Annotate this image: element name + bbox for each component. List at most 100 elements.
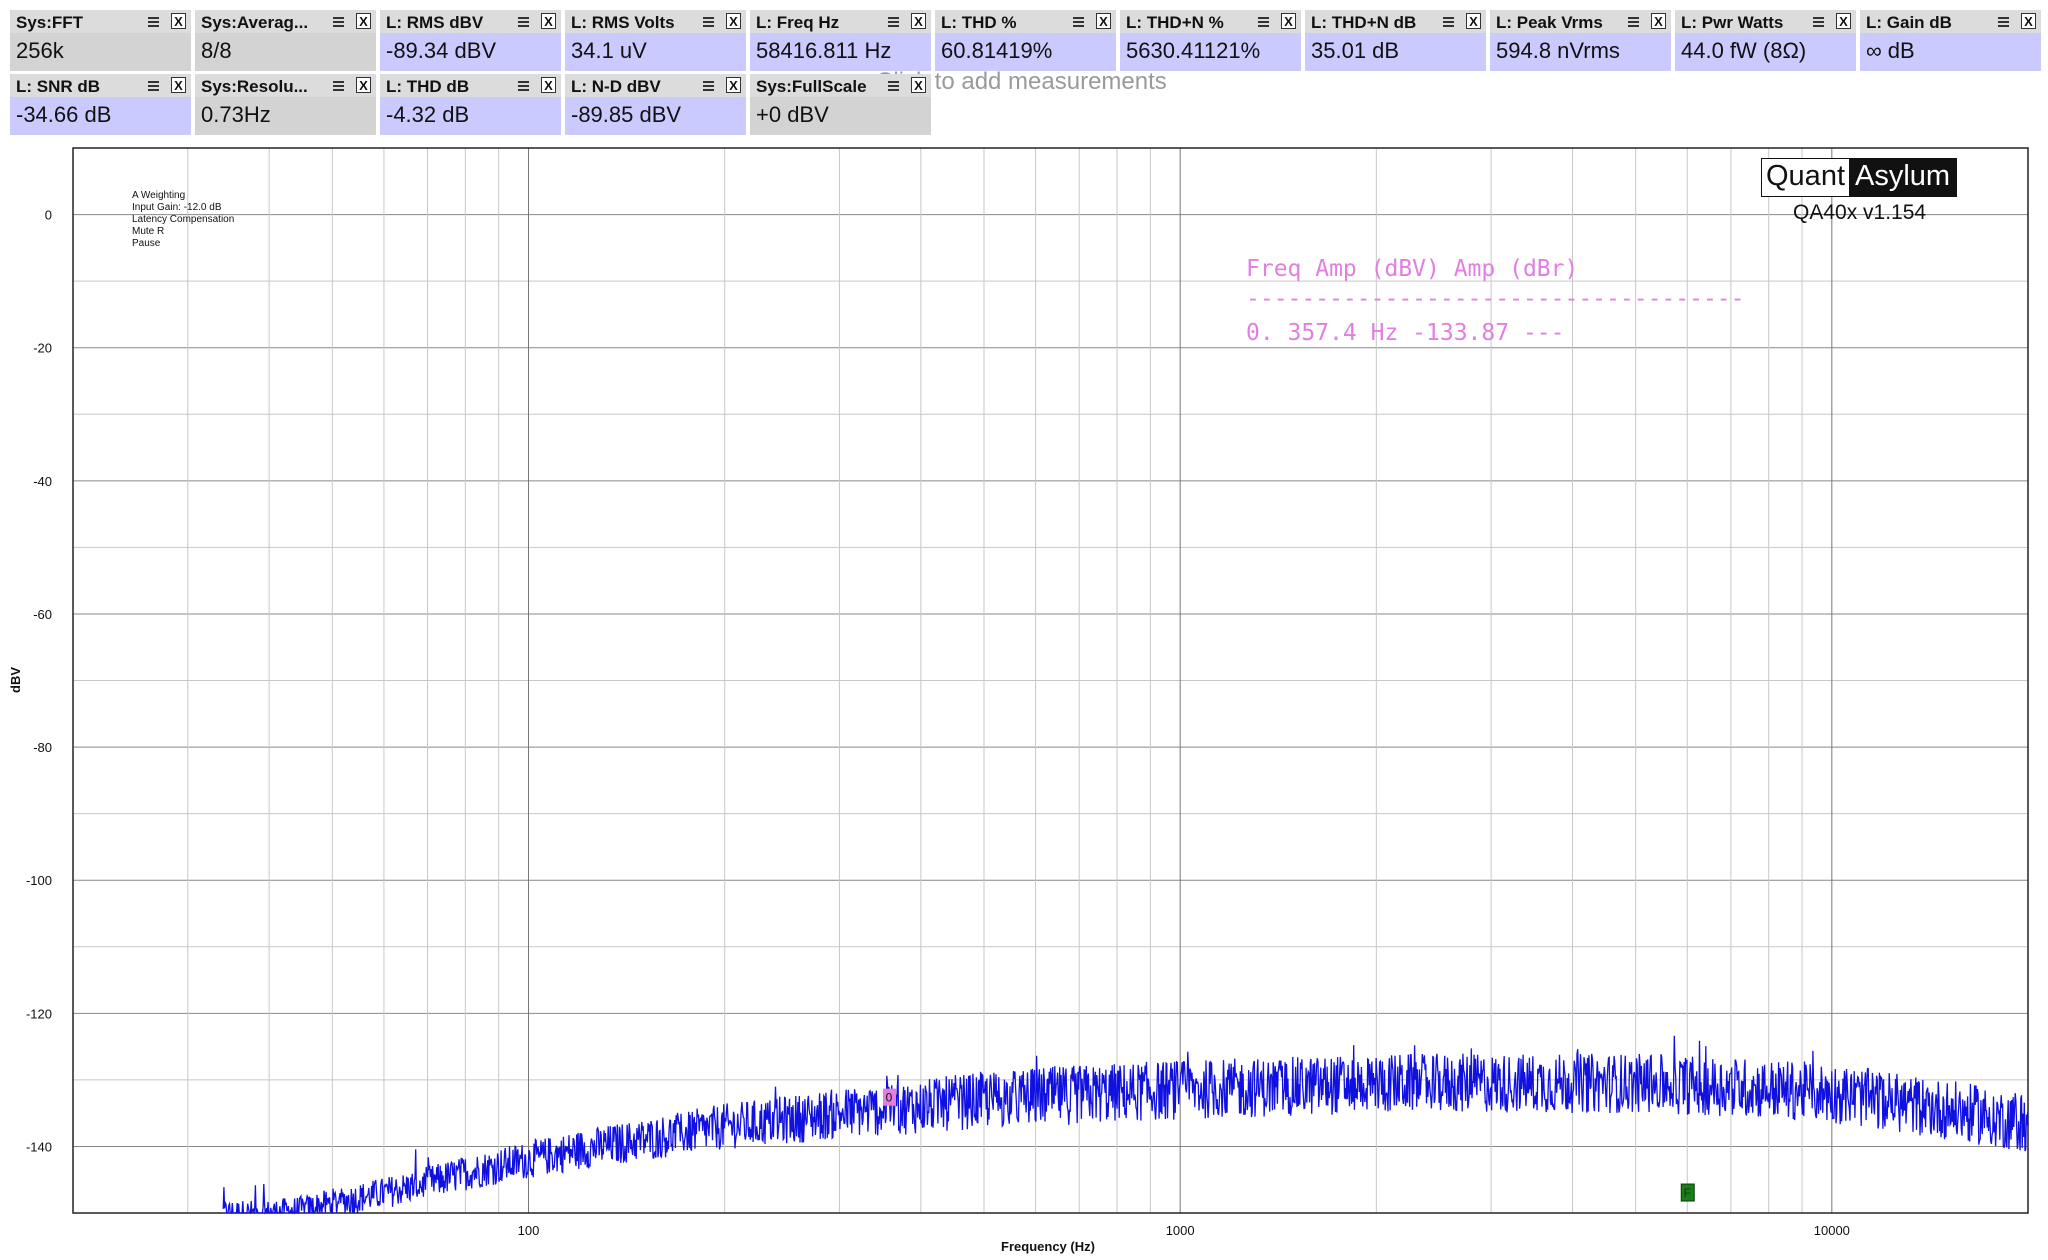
hamburger-menu-icon[interactable]: [1997, 14, 2011, 30]
hamburger-menu-icon[interactable]: [1627, 14, 1641, 30]
close-x-icon[interactable]: X: [1096, 13, 1111, 29]
measurement-tile[interactable]: Sys:Averag... X 8/8: [195, 10, 376, 71]
close-x-icon[interactable]: X: [541, 77, 556, 93]
measurement-tile[interactable]: L: RMS dBV X -89.34 dBV: [380, 10, 561, 71]
x-tick-label: 10000: [1814, 1223, 1850, 1238]
close-x-icon[interactable]: X: [356, 77, 371, 93]
measurement-tile[interactable]: L: THD % X 60.81419%: [935, 10, 1116, 71]
measurement-tile[interactable]: L: THD dB X -4.32 dB: [380, 74, 561, 135]
tile-value: 5630.41121%: [1120, 33, 1301, 71]
close-x-icon[interactable]: X: [171, 77, 186, 93]
tile-title: Sys:FFT: [16, 13, 84, 32]
tile-title: L: RMS dBV: [386, 13, 484, 32]
marker-table-header: Freq Amp (dBV) Amp (dBr): [1246, 256, 1578, 282]
y-tick-label: -140: [26, 1139, 52, 1154]
close-x-icon[interactable]: X: [1836, 13, 1851, 29]
close-x-icon[interactable]: X: [1466, 13, 1481, 29]
tile-header: L: THD dB X: [380, 74, 561, 97]
measurement-tile[interactable]: L: SNR dB X -34.66 dB: [10, 74, 191, 135]
measurement-tile[interactable]: L: THD+N dB X 35.01 dB: [1305, 10, 1486, 71]
tile-title: L: THD %: [941, 13, 1017, 32]
measurement-tile[interactable]: Sys:FFT X 256k: [10, 10, 191, 71]
y-tick-label: -100: [26, 873, 52, 888]
logo-text-asylum: Asylum: [1849, 159, 1957, 196]
tile-title: L: RMS Volts: [571, 13, 675, 32]
close-x-icon[interactable]: X: [2021, 13, 2036, 29]
settings-info-line: Pause: [132, 238, 161, 249]
close-x-icon[interactable]: X: [911, 13, 926, 29]
hamburger-menu-icon[interactable]: [887, 14, 901, 30]
hamburger-menu-icon[interactable]: [1257, 14, 1271, 30]
y-tick-label: -120: [26, 1006, 52, 1021]
logo-text-quant: Quant: [1766, 160, 1845, 192]
tile-value: -4.32 dB: [380, 97, 561, 135]
close-x-icon[interactable]: X: [911, 77, 926, 93]
y-tick-labels: 0 -20 -40 -60 -80 -100 -120 -140: [26, 208, 52, 1155]
x-tick-label: 100: [518, 1223, 540, 1238]
tile-title: L: THD+N %: [1126, 13, 1224, 32]
marker-flag[interactable]: [1680, 1183, 1695, 1202]
tile-value: 594.8 nVrms: [1490, 33, 1671, 71]
tile-header: L: THD+N dB X: [1305, 10, 1486, 33]
tile-header: L: Peak Vrms X: [1490, 10, 1671, 33]
hamburger-menu-icon[interactable]: [517, 78, 531, 94]
marker-flag[interactable]: [882, 1088, 896, 1106]
hamburger-menu-icon[interactable]: [147, 14, 161, 30]
settings-info-line: Input Gain: -12.0 dB: [132, 202, 222, 213]
close-x-icon[interactable]: X: [726, 13, 741, 29]
tile-title: L: THD dB: [386, 77, 470, 96]
hamburger-menu-icon[interactable]: [517, 14, 531, 30]
tile-header: Sys:Averag... X: [195, 10, 376, 33]
close-x-icon[interactable]: X: [356, 13, 371, 29]
marker-table-row: 0. 357.4 Hz -133.87 ---: [1246, 320, 1565, 346]
tile-header: L: THD+N % X: [1120, 10, 1301, 33]
hamburger-menu-icon[interactable]: [332, 78, 346, 94]
spectrum-line: [222, 1035, 2029, 1215]
hamburger-menu-icon[interactable]: [1072, 14, 1086, 30]
measurement-tile[interactable]: L: THD+N % X 5630.41121%: [1120, 10, 1301, 71]
x-tick-labels: 100 1000 10000: [518, 1223, 1850, 1238]
hamburger-menu-icon[interactable]: [332, 14, 346, 30]
version-label: QA40x v1.154: [1793, 201, 1927, 224]
tile-header: L: SNR dB X: [10, 74, 191, 97]
close-x-icon[interactable]: X: [726, 77, 741, 93]
measurement-tile[interactable]: Sys:FullScale X +0 dBV: [750, 74, 931, 135]
measurement-tile[interactable]: L: Pwr Watts X 44.0 fW (8Ω): [1675, 10, 1856, 71]
close-x-icon[interactable]: X: [171, 13, 186, 29]
tile-header: Sys:Resolu... X: [195, 74, 376, 97]
tile-header: L: Freq Hz X: [750, 10, 931, 33]
close-x-icon[interactable]: X: [541, 13, 556, 29]
y-axis-label: dBV: [8, 667, 23, 693]
fft-plot[interactable]: 0 -20 -40 -60 -80 -100 -120 -140 100 1000 10000 A…: [0, 140, 2048, 1260]
tile-title: L: Peak Vrms: [1496, 13, 1603, 32]
y-tick-label: -80: [33, 740, 52, 755]
close-x-icon[interactable]: X: [1651, 13, 1666, 29]
tile-value: 35.01 dB: [1305, 33, 1486, 71]
hamburger-menu-icon[interactable]: [887, 78, 901, 94]
quantasylum-logo: Quant Asylum: [1761, 158, 1958, 197]
measurement-tile[interactable]: L: RMS Volts X 34.1 uV: [565, 10, 746, 71]
plot-markers[interactable]: 0F: [882, 1088, 1695, 1202]
settings-info-line: Latency Compensation: [132, 214, 234, 225]
tile-value: -89.34 dBV: [380, 33, 561, 71]
tile-value: -34.66 dB: [10, 97, 191, 135]
measurement-tile[interactable]: L: Peak Vrms X 594.8 nVrms: [1490, 10, 1671, 71]
hamburger-menu-icon[interactable]: [1812, 14, 1826, 30]
close-x-icon[interactable]: X: [1281, 13, 1296, 29]
hamburger-menu-icon[interactable]: [702, 14, 716, 30]
measurement-tile[interactable]: L: Gain dB X ∞ dB: [1860, 10, 2041, 71]
tile-header: L: THD % X: [935, 10, 1116, 33]
hamburger-menu-icon[interactable]: [1442, 14, 1456, 30]
measurement-tile[interactable]: Sys:Resolu... X 0.73Hz: [195, 74, 376, 135]
tile-title: L: SNR dB: [16, 77, 101, 96]
hamburger-menu-icon[interactable]: [702, 78, 716, 94]
tile-title: L: Freq Hz: [756, 13, 840, 32]
tile-header: L: N-D dBV X: [565, 74, 746, 97]
tile-value: 34.1 uV: [565, 33, 746, 71]
hamburger-menu-icon[interactable]: [147, 78, 161, 94]
measurement-tile[interactable]: L: Freq Hz X 58416.811 Hz: [750, 10, 931, 71]
x-tick-label: 1000: [1166, 1223, 1195, 1238]
tile-title: L: N-D dBV: [571, 77, 661, 96]
measurement-tile[interactable]: L: N-D dBV X -89.85 dBV: [565, 74, 746, 135]
